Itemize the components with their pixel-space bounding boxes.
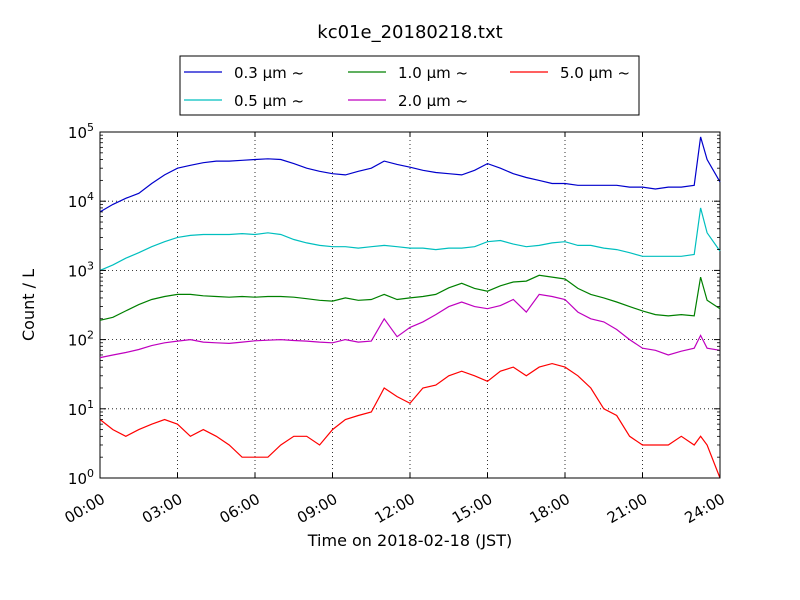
x-tick-labels: 00:00 03:00 06:00 09:00 12:00 15:00 18:00 21:00… <box>62 490 728 527</box>
x-axis-label: Time on 2018-02-18 (JST) <box>307 531 512 550</box>
series-line-0 <box>99 136 721 213</box>
legend: 0.3 μm ~ 0.5 μm ~ 1.0 μm ~ 2.0 μm ~ 5.0 μm ~ <box>179 55 640 116</box>
x-tick-label: 15:00 <box>449 490 495 527</box>
series-line-1 <box>99 207 721 271</box>
grid <box>100 132 720 478</box>
series-line-4 <box>99 362 721 479</box>
x-tick-label: 21:00 <box>604 490 650 527</box>
x-tick-label: 18:00 <box>527 490 573 527</box>
axis-ticks <box>99 131 721 479</box>
legend-box <box>179 55 640 116</box>
chart-title: kc01e_20180218.txt <box>317 22 502 43</box>
series-line-3 <box>99 274 721 321</box>
x-tick-label: 09:00 <box>294 490 340 527</box>
y-tick-label: 104 <box>68 190 94 211</box>
y-tick-label: 102 <box>68 329 94 350</box>
series-lines <box>99 136 721 479</box>
x-tick-label: 00:00 <box>62 490 108 527</box>
y-tick-labels: 100 101 102 103 104 105 <box>68 121 94 488</box>
x-tick-label: 24:00 <box>682 490 728 527</box>
y-tick-label: 100 <box>68 467 94 488</box>
legend-label: 2.0 μm ~ <box>398 92 468 110</box>
series-line-2 <box>99 293 721 359</box>
x-tick-label: 06:00 <box>217 490 263 527</box>
y-tick-label: 101 <box>68 398 94 419</box>
legend-label: 5.0 μm ~ <box>560 64 630 82</box>
legend-label: 0.5 μm ~ <box>234 92 304 110</box>
y-tick-label: 103 <box>68 259 94 280</box>
x-tick-label: 03:00 <box>139 490 185 527</box>
legend-label: 1.0 μm ~ <box>398 64 468 82</box>
legend-label: 0.3 μm ~ <box>234 64 304 82</box>
y-axis-label: Count / L <box>19 269 38 341</box>
plot-area <box>99 131 721 479</box>
y-tick-label: 105 <box>68 121 94 142</box>
x-tick-label: 12:00 <box>372 490 418 527</box>
